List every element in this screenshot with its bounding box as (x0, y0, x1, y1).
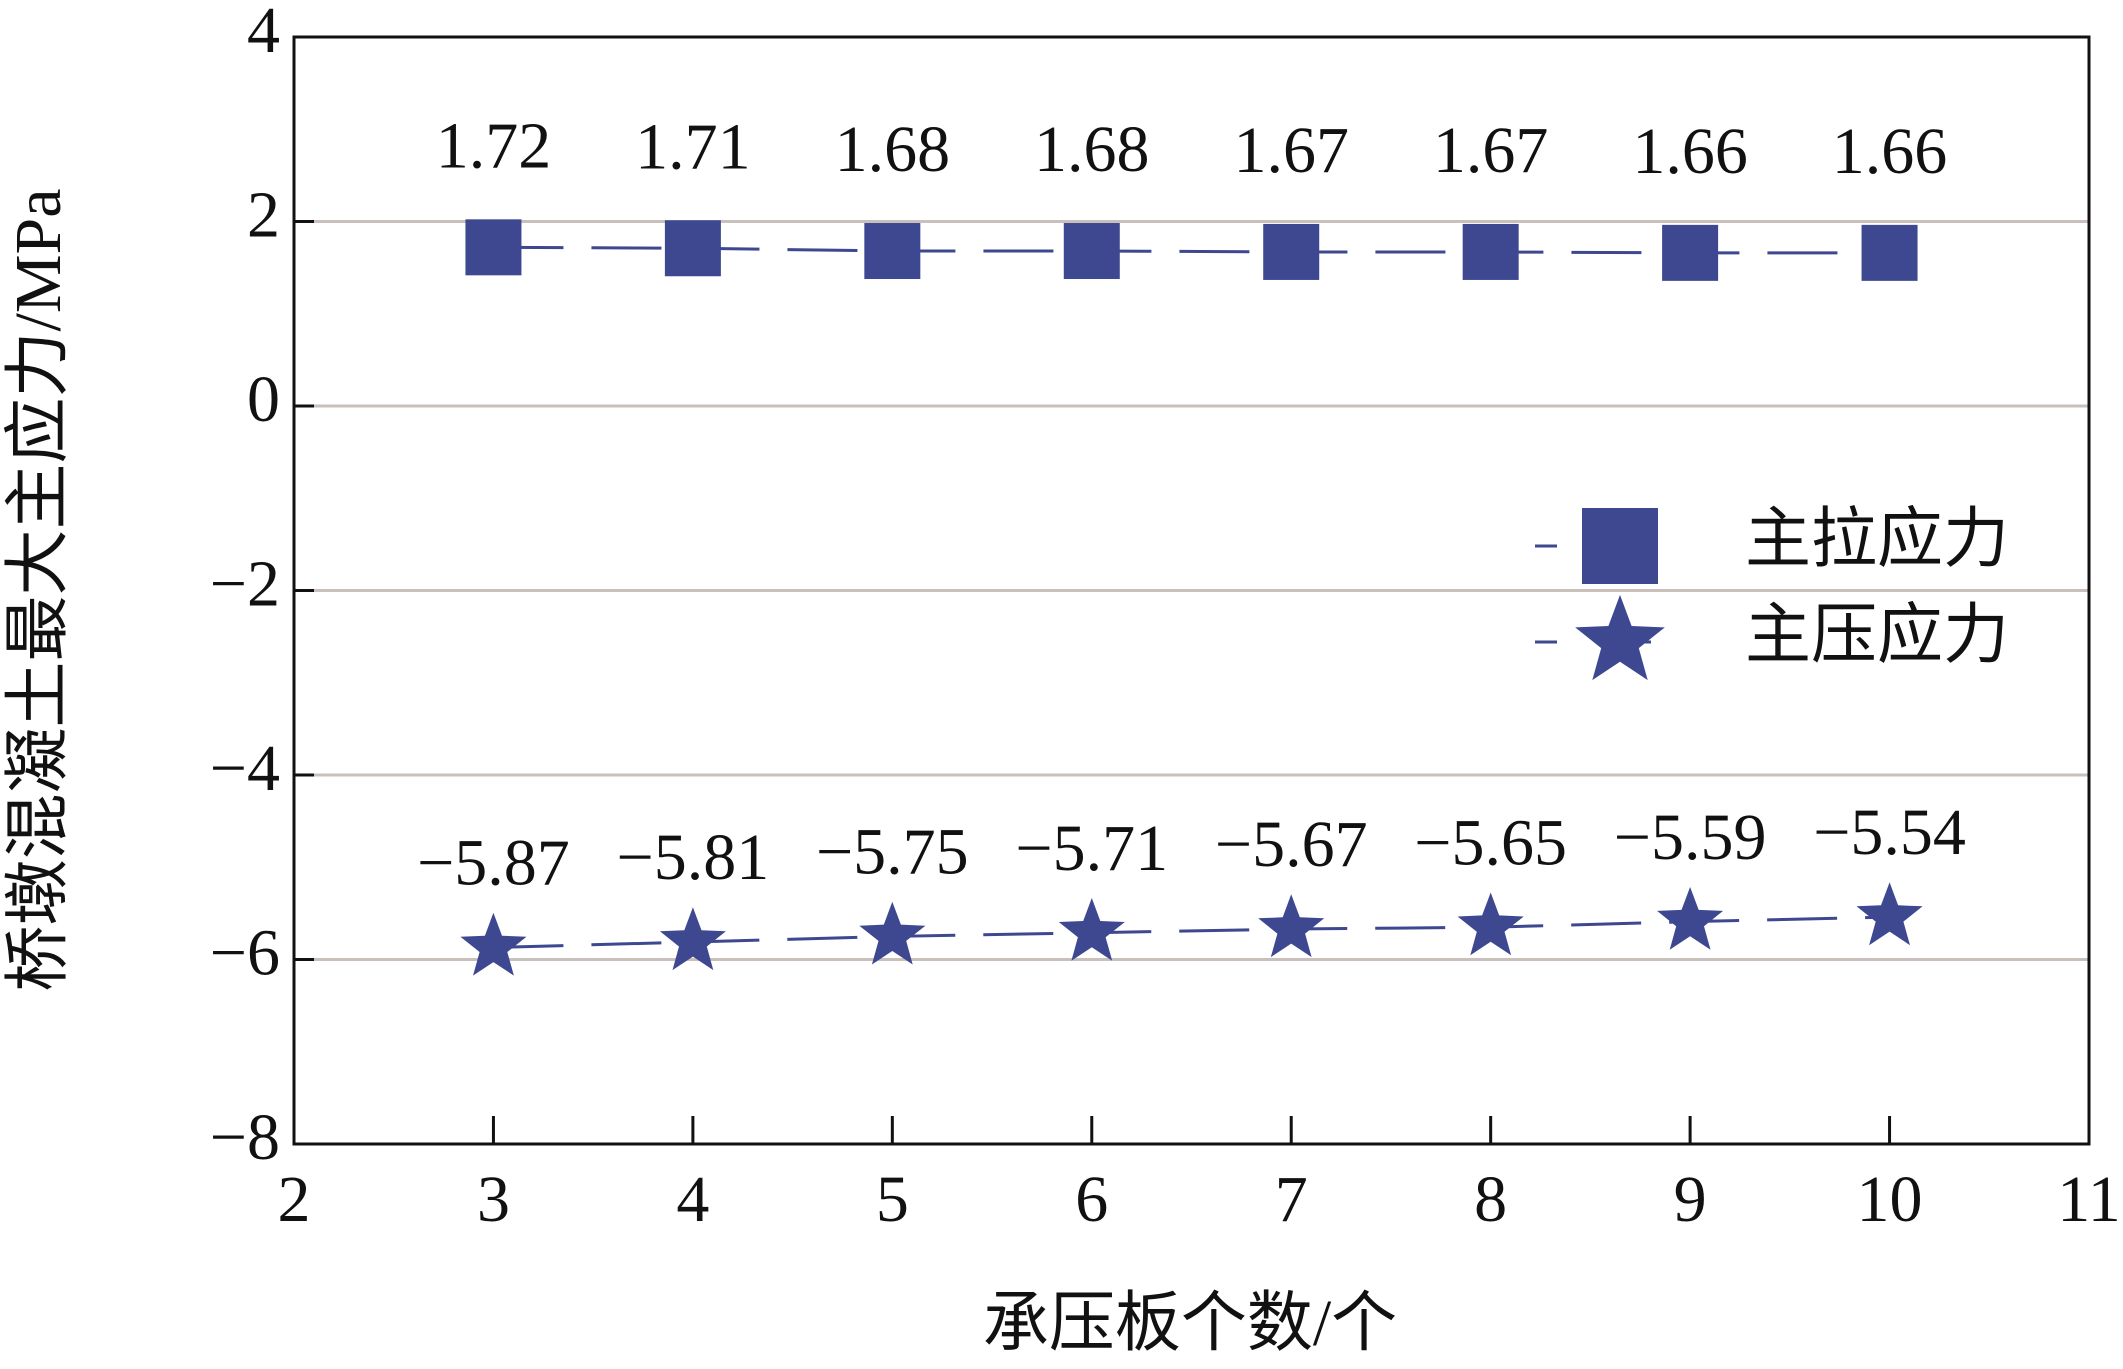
x-tick-label: 10 (1857, 1163, 1923, 1236)
star-marker (659, 907, 726, 971)
star-marker (1258, 894, 1325, 958)
data-label: 1.67 (1433, 114, 1549, 187)
data-label: −5.54 (1813, 796, 1966, 869)
y-axis-label: 桥墩混凝土最大主应力/MPa (2, 188, 75, 991)
square-marker (1662, 224, 1719, 281)
data-label: 1.68 (835, 113, 951, 186)
star-marker (1856, 882, 1923, 946)
x-axis-label: 承压板个数/个 (983, 1287, 1397, 1360)
x-tick-label: 6 (1075, 1163, 1108, 1236)
data-label: −5.75 (816, 816, 969, 889)
star-marker (1575, 594, 1665, 681)
x-tick-label: 7 (1275, 1163, 1308, 1236)
square-marker (1582, 508, 1658, 584)
series-line (493, 245, 1890, 255)
x-tick-label: 5 (876, 1163, 909, 1236)
star-marker (460, 912, 527, 976)
data-label: 1.72 (436, 109, 552, 182)
x-tick-label: 9 (1674, 1163, 1707, 1236)
star-marker (1058, 898, 1125, 961)
square-marker (1263, 223, 1320, 280)
y-tick-label: −4 (210, 732, 280, 805)
plot-frame (292, 35, 2091, 1146)
square-marker (1861, 224, 1918, 281)
legend-label: 主拉应力 (1745, 503, 2009, 576)
x-tick-label: 8 (1474, 1163, 1507, 1236)
data-label: 1.68 (1034, 113, 1150, 186)
y-tick-label: −8 (210, 1101, 280, 1174)
y-tick-label: 0 (247, 363, 280, 436)
square-marker (864, 223, 921, 280)
data-label: −5.71 (1015, 812, 1168, 885)
data-label: 1.71 (635, 110, 751, 183)
data-label: −5.59 (1614, 801, 1767, 874)
x-tick-label: 4 (676, 1163, 709, 1236)
data-label: 1.67 (1233, 114, 1349, 187)
square-marker (1462, 223, 1519, 280)
y-tick-label: 4 (247, 0, 280, 67)
y-tick-label: 2 (247, 179, 280, 252)
star-marker (1457, 892, 1524, 956)
series-line (493, 915, 1890, 950)
square-marker (664, 220, 721, 277)
star-marker (1657, 887, 1724, 950)
square-marker (1063, 223, 1120, 280)
data-label: −5.65 (1414, 806, 1567, 879)
data-label: −5.67 (1215, 808, 1368, 881)
data-label: 1.66 (1832, 115, 1948, 188)
square-marker (465, 219, 522, 276)
star-marker (859, 901, 926, 965)
x-tick-label: 11 (2057, 1163, 2121, 1236)
legend-label: 主压应力 (1745, 599, 2009, 672)
y-tick-label: −2 (210, 548, 280, 621)
x-tick-label: 2 (278, 1163, 311, 1236)
data-label: −5.87 (417, 827, 570, 900)
x-tick-label: 3 (477, 1163, 510, 1236)
data-label: 1.66 (1632, 115, 1748, 188)
y-tick-label: −6 (210, 917, 280, 990)
data-label: −5.81 (617, 821, 770, 894)
